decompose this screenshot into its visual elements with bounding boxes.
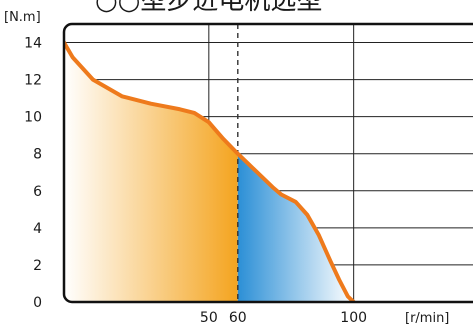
- y-tick-label: 6: [33, 184, 42, 200]
- x-tick-labels: 5060100150: [200, 310, 367, 326]
- y-tick-label: 8: [33, 147, 42, 163]
- torque-curve-layer: [64, 40, 356, 302]
- cropped-title-fragment: ○○型步进电机选型: [95, 0, 322, 16]
- torque-curve: [64, 40, 356, 302]
- y-tick-label: 14: [24, 36, 42, 52]
- x-tick-label: 60: [229, 310, 247, 326]
- operating-region-fills: [64, 42, 354, 302]
- fill-region-blue: [237, 153, 354, 302]
- y-axis-unit-label: [N.m]: [4, 10, 41, 25]
- y-tick-labels: 0 2 4 6 8 10 12 14: [24, 36, 42, 311]
- x-axis-unit-label: [r/min]: [405, 311, 449, 326]
- plot-frame: [62, 22, 473, 304]
- y-tick-label: 10: [24, 110, 42, 126]
- y-tick-label: 4: [33, 221, 42, 237]
- y-tick-label: 12: [24, 73, 42, 89]
- fill-region-orange: [64, 42, 238, 302]
- y-tick-label: 0: [33, 295, 42, 311]
- x-tick-label: 50: [200, 310, 218, 326]
- plot-area: [64, 24, 473, 302]
- y-tick-label: 2: [33, 258, 42, 274]
- x-tick-label: 100: [340, 310, 367, 326]
